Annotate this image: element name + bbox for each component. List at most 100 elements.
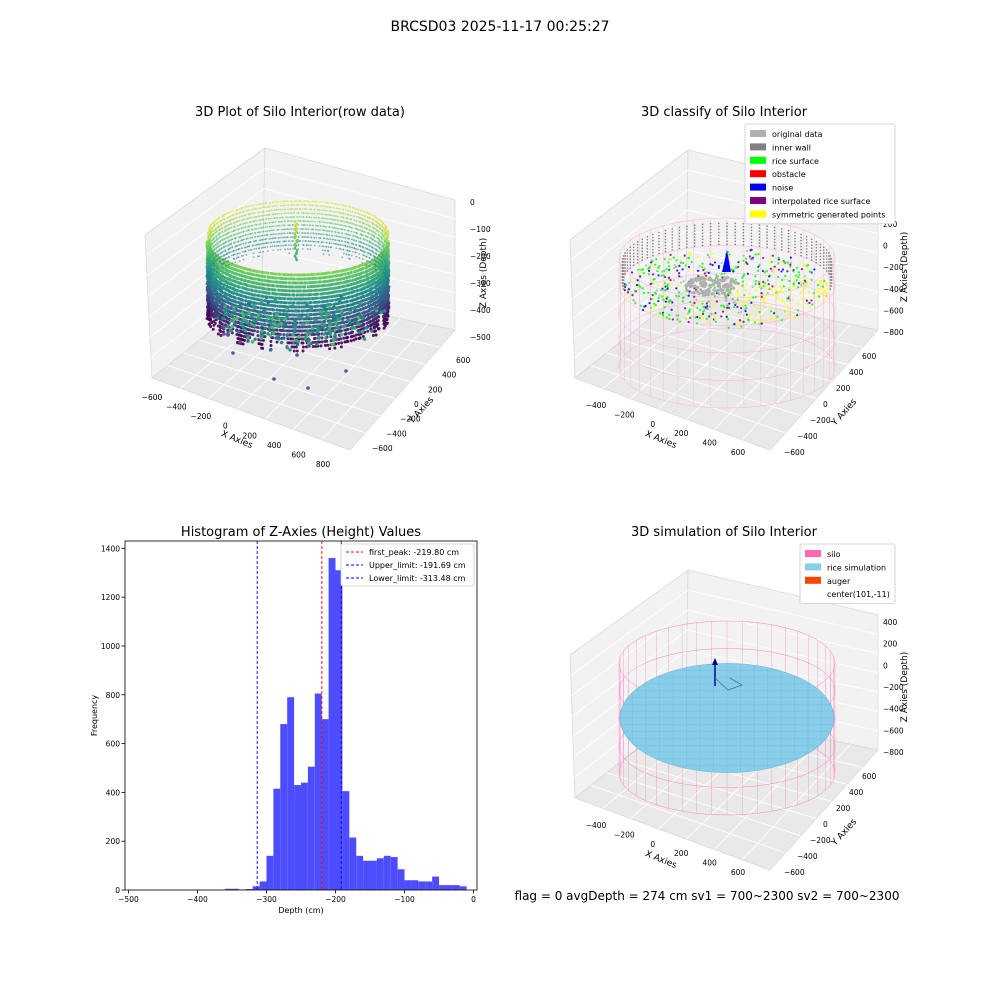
raw-point: [292, 208, 294, 210]
raw-point: [248, 284, 252, 288]
raw-point: [366, 329, 370, 333]
raw-point: [319, 201, 322, 204]
raw-point: [373, 219, 376, 222]
raw-point: [278, 224, 281, 227]
raw-point: [328, 234, 331, 237]
raw-point: [339, 227, 342, 230]
raw-point: [339, 235, 341, 238]
raw-point: [290, 301, 294, 305]
raw-point: [328, 214, 331, 217]
raw-point: [306, 204, 309, 207]
raw-point: [368, 245, 371, 248]
raw-point: [325, 229, 327, 232]
raw-point: [329, 335, 333, 339]
raw-point: [247, 237, 249, 240]
raw-point: [252, 256, 255, 259]
raw-point: [282, 244, 284, 247]
raw-point: [298, 321, 302, 325]
raw-point: [361, 335, 365, 339]
raw-point: [242, 258, 245, 261]
raw-point: [255, 325, 259, 329]
raw-point: [319, 225, 322, 228]
raw-point: [306, 285, 310, 289]
raw-point: [210, 235, 213, 238]
raw-point: [236, 224, 239, 227]
raw-point: [207, 249, 210, 251]
raw-point: [217, 253, 219, 256]
raw-point: [348, 246, 351, 248]
raw-point: [306, 224, 309, 227]
raw-point: [300, 204, 303, 206]
raw-point: [347, 221, 350, 224]
raw-point: [322, 276, 326, 280]
raw-point: [325, 291, 329, 295]
raw-point: [307, 232, 310, 235]
raw-point: [235, 324, 239, 328]
raw-point: [321, 233, 323, 236]
raw-point: [323, 229, 326, 232]
raw-point: [362, 222, 364, 225]
raw-point: [343, 340, 347, 344]
figure-title: BRCSD03 2025-11-17 00:25:27: [390, 19, 609, 35]
raw-point: [263, 214, 266, 217]
raw-point: [254, 219, 256, 222]
raw-point: [352, 338, 356, 342]
raw-point: [210, 246, 213, 249]
raw-point: [363, 282, 367, 286]
raw-point: [297, 212, 300, 214]
raw-point: [259, 222, 262, 225]
raw-point: [295, 289, 299, 293]
raw-point: [276, 216, 279, 219]
raw-point: [350, 218, 353, 221]
raw-point: [283, 236, 285, 239]
raw-point: [382, 326, 386, 330]
raw-point: [329, 206, 332, 209]
raw-point: [240, 227, 243, 229]
raw-point: [267, 311, 271, 315]
raw-point: [294, 285, 298, 289]
raw-point: [255, 219, 258, 222]
raw-point: [277, 248, 279, 251]
raw-point: [342, 216, 345, 219]
raw-point: [240, 243, 243, 246]
y-tick-label: 200: [428, 385, 443, 394]
raw-point: [294, 313, 298, 317]
raw-point: [271, 225, 274, 228]
raw-point: [287, 200, 289, 203]
raw-point: [322, 221, 324, 224]
raw-point: [323, 339, 327, 343]
raw-point: [218, 216, 220, 219]
raw-point: [361, 214, 364, 216]
raw-point: [334, 239, 337, 241]
raw-point: [215, 218, 218, 221]
raw-point: [248, 245, 251, 247]
raw-point: [290, 212, 293, 214]
raw-point: [246, 233, 249, 236]
raw-point: [357, 236, 360, 239]
raw-point: [285, 216, 287, 219]
raw-point: [255, 207, 258, 210]
raw-point: [276, 296, 280, 300]
raw-point: [231, 262, 234, 264]
raw-point: [237, 208, 239, 211]
raw-point: [358, 252, 361, 255]
raw-point: [343, 328, 347, 332]
raw-point: [206, 296, 210, 300]
raw-point: [287, 285, 291, 289]
raw-point: [365, 243, 368, 246]
raw-point: [262, 226, 265, 229]
raw-point: [300, 200, 302, 202]
raw-point: [269, 271, 273, 275]
raw-point: [256, 293, 260, 297]
raw-point: [245, 271, 249, 275]
raw-point: [312, 292, 316, 296]
raw-point: [231, 238, 234, 240]
y-tick-label: −200: [400, 415, 421, 424]
raw-point: [345, 276, 349, 280]
raw-point: [291, 204, 294, 206]
raw-point: [326, 279, 330, 283]
raw-point: [274, 205, 277, 207]
raw-point: [208, 237, 211, 240]
raw-point: [328, 347, 332, 351]
raw-point: [273, 209, 276, 212]
